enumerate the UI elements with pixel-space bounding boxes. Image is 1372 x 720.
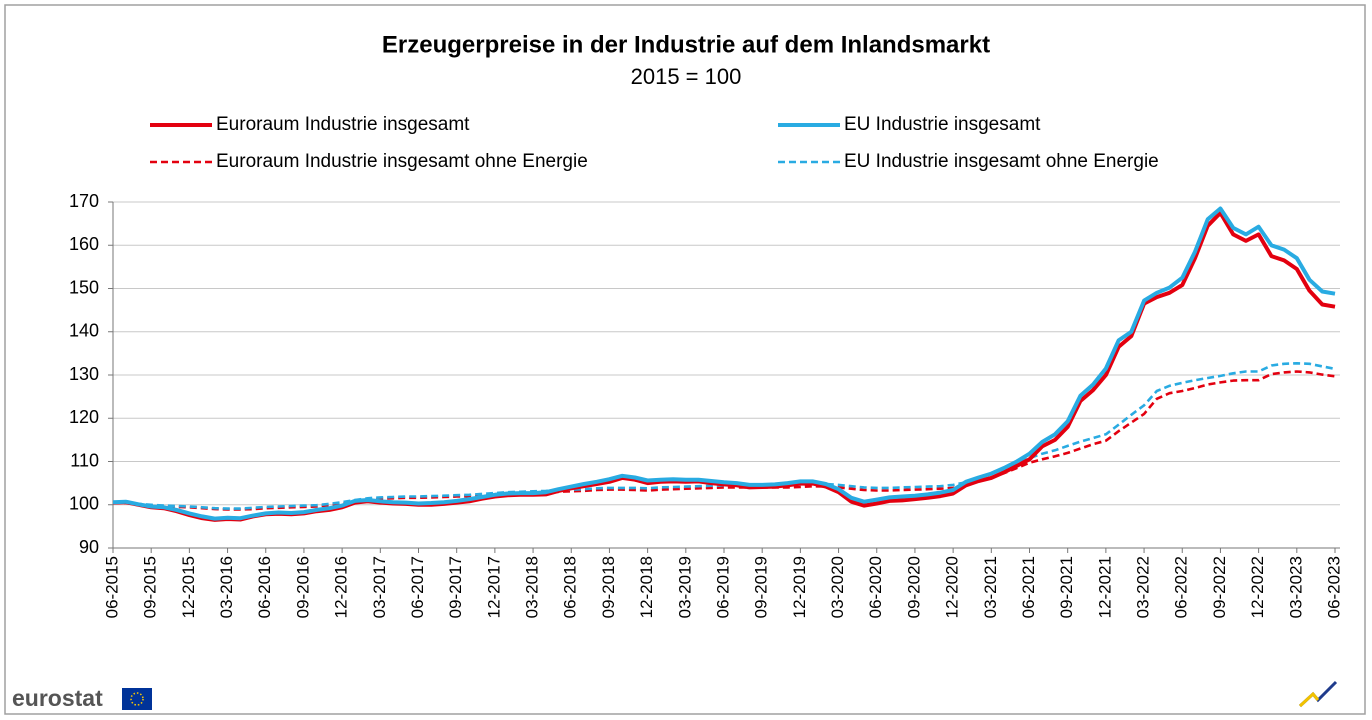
x-tick-label: 09-2019 [752, 556, 771, 618]
y-tick-label: 140 [69, 321, 99, 341]
x-tick-label: 03-2017 [370, 556, 389, 618]
y-tick-label: 120 [69, 407, 99, 427]
legend-label: Euroraum Industrie insgesamt [216, 114, 470, 135]
x-tick-label: 03-2018 [523, 556, 542, 618]
x-tick-label: 12-2019 [790, 556, 809, 618]
x-tick-label: 12-2020 [943, 556, 962, 618]
x-tick-label: 03-2016 [217, 556, 236, 618]
x-tick-label: 09-2020 [904, 556, 923, 618]
legend-label: EU Industrie insgesamt [844, 114, 1041, 135]
x-tick-label: 06-2020 [866, 556, 885, 618]
x-tick-label: 06-2016 [255, 556, 274, 618]
x-tick-label: 06-2019 [713, 556, 732, 618]
legend-label: EU Industrie insgesamt ohne Energie [844, 151, 1159, 172]
y-tick-label: 160 [69, 234, 99, 254]
y-tick-label: 150 [69, 277, 99, 297]
y-tick-label: 170 [69, 191, 99, 211]
x-tick-label: 09-2016 [293, 556, 312, 618]
x-tick-label: 03-2020 [828, 556, 847, 618]
frame [4, 4, 1366, 715]
series-line [112, 206, 1336, 521]
x-tick-label: 03-2022 [1134, 556, 1153, 618]
x-tick-label: 03-2019 [675, 556, 694, 618]
x-tick-label: 09-2021 [1057, 556, 1076, 618]
x-tick-label: 12-2021 [1095, 556, 1114, 618]
x-tick-label: 06-2023 [1324, 556, 1343, 618]
logo-text: eurostat [12, 685, 103, 711]
x-tick-label: 06-2015 [102, 556, 121, 618]
y-tick-label: 90 [79, 537, 99, 557]
series-line [112, 362, 1336, 510]
x-tick-label: 06-2017 [408, 556, 427, 618]
x-tick-label: 09-2022 [1210, 556, 1229, 618]
decor-mark [1298, 691, 1320, 708]
chart-title: Erzeugerpreise in der Industrie auf dem … [382, 31, 990, 58]
y-tick-label: 100 [69, 494, 99, 514]
x-tick-label: 09-2018 [599, 556, 618, 618]
x-tick-label: 12-2018 [637, 556, 656, 618]
x-tick-label: 09-2017 [446, 556, 465, 618]
x-tick-label: 12-2017 [484, 556, 503, 618]
x-tick-label: 12-2015 [179, 556, 198, 618]
x-tick-label: 09-2015 [141, 556, 160, 618]
chart-subtitle: 2015 = 100 [631, 64, 742, 89]
eu-stars [130, 692, 144, 706]
x-tick-label: 12-2022 [1248, 556, 1267, 618]
x-tick-label: 06-2022 [1172, 556, 1191, 618]
y-tick-label: 110 [70, 450, 99, 470]
series-line [112, 210, 1336, 522]
series-line [112, 370, 1336, 511]
y-tick-label: 130 [69, 364, 99, 384]
x-tick-label: 03-2023 [1286, 556, 1305, 618]
x-tick-label: 06-2021 [1019, 556, 1038, 618]
x-tick-label: 03-2021 [981, 556, 1000, 618]
x-tick-label: 06-2018 [561, 556, 580, 618]
eu-flag [122, 688, 152, 710]
legend-label: Euroraum Industrie insgesamt ohne Energi… [216, 151, 588, 172]
x-tick-label: 12-2016 [332, 556, 351, 618]
